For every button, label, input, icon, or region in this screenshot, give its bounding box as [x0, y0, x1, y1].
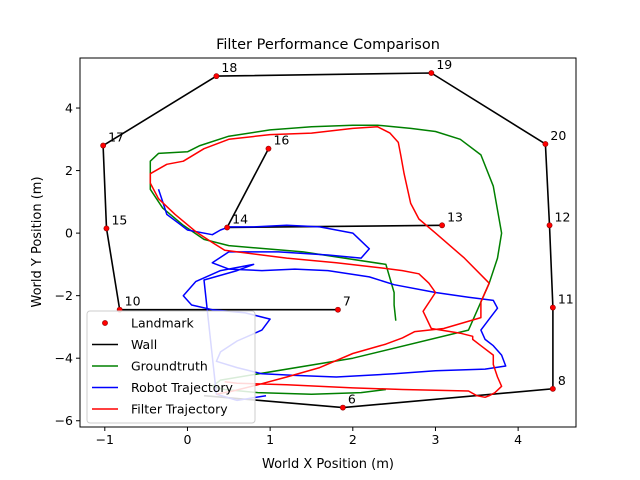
landmark-marker-17 — [100, 142, 107, 149]
landmark-label-12: 12 — [555, 209, 571, 224]
landmark-label-10: 10 — [125, 294, 141, 309]
landmark-label-14: 14 — [232, 211, 248, 226]
x-tick-label: 0 — [183, 432, 191, 447]
legend-marker-landmark — [102, 320, 108, 326]
landmark-marker-12 — [546, 222, 553, 229]
x-tick-label: −1 — [96, 432, 114, 447]
landmark-label-7: 7 — [343, 294, 351, 309]
plot-area: 6 7 8 10 11 12 13 14 15 16 17 18 19 20 — [100, 57, 574, 411]
legend-label-groundtruth: Groundtruth — [131, 359, 208, 374]
axis-ticks: −1 0 1 2 3 4 −6 −4 −2 0 2 4 — [55, 101, 523, 447]
landmark-label-16: 16 — [273, 133, 289, 148]
legend-label-landmark: Landmark — [131, 316, 194, 331]
x-tick-label: 3 — [431, 432, 439, 447]
y-tick-label: 4 — [65, 101, 73, 116]
landmark-marker-14 — [224, 224, 231, 231]
landmark-label-20: 20 — [550, 128, 566, 143]
y-tick-label: −6 — [55, 413, 73, 428]
landmark-label-18: 18 — [221, 60, 237, 75]
robot-trajectory-line — [157, 189, 507, 402]
landmark-marker-15 — [103, 225, 110, 232]
x-axis-label: World X Position (m) — [262, 457, 394, 472]
landmark-label-19: 19 — [436, 57, 452, 72]
landmark-marker-11 — [549, 304, 556, 311]
landmark-marker-6 — [339, 404, 346, 411]
x-tick-label: 1 — [266, 432, 274, 447]
legend-label-wall: Wall — [131, 337, 157, 352]
y-tick-label: −4 — [55, 351, 73, 366]
landmark-label-11: 11 — [558, 292, 574, 307]
chart-title: Filter Performance Comparison — [216, 37, 440, 53]
legend: Landmark Wall Groundtruth Robot Trajectory F… — [86, 310, 256, 424]
landmark-label-13: 13 — [447, 209, 463, 224]
landmark-marker-8 — [549, 385, 556, 392]
landmark-marker-18 — [213, 73, 220, 80]
landmark-label-8: 8 — [558, 373, 566, 388]
legend-label-filter-trajectory: Filter Trajectory — [131, 402, 228, 417]
x-tick-label: 2 — [349, 432, 357, 447]
y-tick-label: 0 — [65, 226, 73, 241]
y-tick-label: −2 — [55, 288, 73, 303]
legend-box — [86, 310, 256, 424]
landmark-label-6: 6 — [348, 392, 356, 407]
plot-frame — [79, 57, 577, 428]
y-axis-label: World Y Position (m) — [30, 176, 45, 307]
filter-trajectory-line — [149, 126, 503, 399]
x-tick-label: 4 — [514, 432, 522, 447]
landmark-marker-7 — [335, 306, 341, 313]
landmark-label-17: 17 — [108, 130, 124, 145]
y-tick-label: 2 — [65, 163, 73, 178]
landmark-label-15: 15 — [111, 212, 127, 227]
landmark-marker-19 — [428, 70, 435, 76]
landmark-marker-13 — [439, 222, 445, 229]
landmark-marker-16 — [265, 145, 272, 152]
legend-label-robot-trajectory: Robot Trajectory — [131, 380, 234, 395]
landmark-marker-20 — [542, 141, 549, 147]
wall-segment-2 — [226, 148, 270, 228]
